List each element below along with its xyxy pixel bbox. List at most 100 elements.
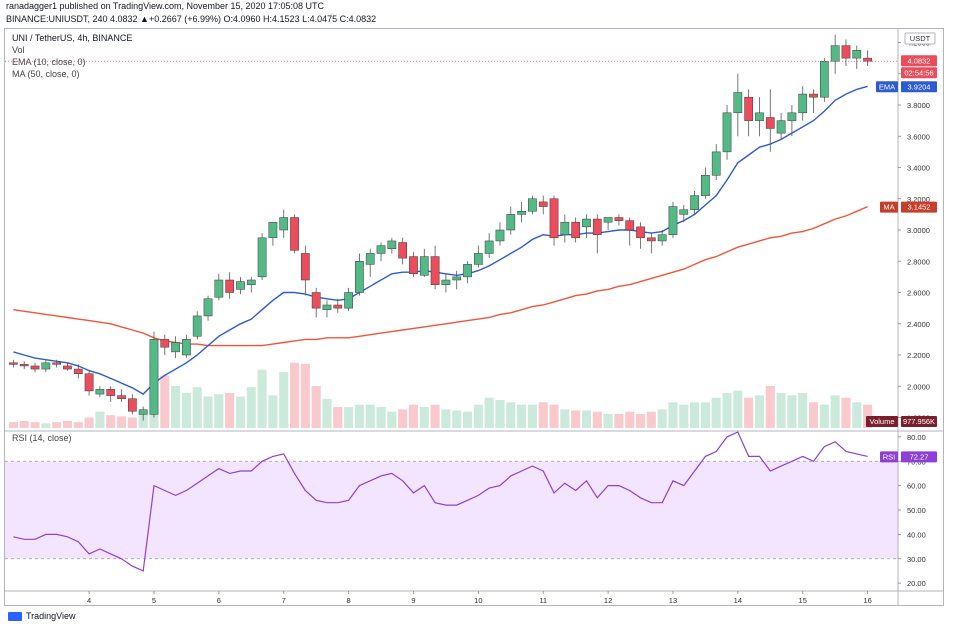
volume-bar bbox=[106, 415, 116, 428]
candle-body bbox=[376, 245, 386, 254]
candle-body bbox=[560, 221, 570, 235]
time-tick-label: 9 bbox=[411, 596, 415, 605]
volume-bar bbox=[538, 402, 548, 428]
candle-body bbox=[592, 218, 602, 235]
candle-body bbox=[841, 45, 851, 59]
volume-bar bbox=[95, 411, 105, 428]
rsi-tick-label: 40.00 bbox=[907, 530, 926, 539]
candle-body bbox=[441, 279, 451, 285]
candle-body bbox=[149, 339, 159, 415]
candle-body bbox=[690, 195, 699, 210]
volume-label-badge: Volume bbox=[869, 417, 894, 426]
candle-body bbox=[722, 112, 732, 153]
price-tick-label: 2.0000 bbox=[907, 382, 930, 391]
candle-body bbox=[830, 45, 840, 62]
candle-body bbox=[279, 217, 289, 231]
volume-bar bbox=[160, 375, 170, 428]
volume-bar bbox=[322, 398, 332, 428]
volume-bar bbox=[625, 411, 635, 428]
volume-bar bbox=[41, 423, 51, 428]
volume-bar bbox=[235, 396, 246, 428]
candle-body bbox=[484, 240, 494, 254]
candle-body bbox=[214, 279, 224, 298]
volume-bar bbox=[203, 396, 213, 428]
time-tick-label: 7 bbox=[282, 596, 286, 605]
volume-bar bbox=[560, 409, 570, 428]
price-tick-label: 3.0000 bbox=[907, 226, 930, 235]
volume-bar bbox=[84, 417, 94, 428]
volume-bar bbox=[830, 395, 840, 428]
candle-body bbox=[430, 256, 440, 285]
countdown-badge: 02:54:56 bbox=[904, 68, 933, 77]
candle-body bbox=[387, 240, 397, 249]
symbol-legend: UNI / TetherUS, 4h, BINANCE bbox=[12, 33, 133, 43]
countdown-badge-bg bbox=[901, 67, 937, 79]
candle-body bbox=[603, 217, 613, 223]
volume-bar bbox=[462, 411, 473, 428]
candle-body bbox=[636, 226, 645, 239]
rsi-value-badge-bg bbox=[901, 451, 937, 463]
candle-body bbox=[84, 373, 94, 392]
price-badge: 4.0832 bbox=[908, 56, 931, 65]
candle-body bbox=[506, 214, 516, 231]
candle-body bbox=[19, 364, 29, 367]
time-tick-label: 12 bbox=[604, 596, 612, 605]
time-tick-label: 6 bbox=[217, 596, 221, 605]
candle-body bbox=[701, 175, 710, 196]
footer: TradingView bbox=[8, 611, 76, 621]
volume-bar bbox=[73, 422, 83, 428]
price-tick-label: 2.4000 bbox=[907, 320, 930, 329]
candle-body bbox=[419, 256, 429, 276]
volume-bar bbox=[722, 393, 732, 428]
volume-bar bbox=[19, 421, 29, 428]
volume-bar bbox=[549, 404, 559, 428]
candle-body bbox=[744, 96, 754, 121]
volume-bar bbox=[581, 410, 592, 428]
candle-body bbox=[809, 93, 818, 98]
volume-bar bbox=[798, 393, 808, 428]
time-tick-label: 10 bbox=[474, 596, 482, 605]
volume-bar bbox=[495, 400, 505, 428]
candle-body bbox=[365, 253, 375, 265]
volume-bar bbox=[668, 402, 678, 428]
ema10-line bbox=[13, 85, 868, 395]
currency-badge-bg bbox=[904, 32, 936, 45]
price-badge-bg bbox=[901, 55, 937, 67]
volume-bar bbox=[484, 397, 494, 428]
candle-body bbox=[679, 209, 689, 215]
candle-body bbox=[9, 362, 18, 365]
candle-body bbox=[409, 256, 418, 274]
rsi-band bbox=[5, 461, 898, 559]
volume-bar bbox=[776, 393, 786, 428]
rsi-tick-label: 30.00 bbox=[907, 555, 926, 564]
volume-bar bbox=[819, 404, 829, 428]
volume-bar bbox=[365, 404, 375, 428]
candle-body bbox=[711, 151, 721, 176]
volume-bar bbox=[408, 404, 419, 428]
candle-body bbox=[344, 292, 353, 309]
candle-body bbox=[549, 198, 559, 239]
time-tick-label: 4 bbox=[87, 596, 91, 605]
time-tick-label: 11 bbox=[539, 596, 547, 605]
volume-bar bbox=[452, 410, 462, 428]
volume-bar bbox=[690, 402, 700, 428]
candle-body bbox=[192, 315, 202, 337]
publisher-line: ranadagger1 published on TradingView.com… bbox=[6, 1, 325, 11]
candle-body bbox=[127, 398, 137, 412]
candle-body bbox=[117, 395, 126, 399]
ema-legend: EMA (10, close, 0) bbox=[12, 57, 86, 67]
volume-bar bbox=[181, 393, 191, 428]
rsi-tick-label: 50.00 bbox=[907, 506, 926, 515]
volume-bar bbox=[603, 414, 613, 428]
candle-body bbox=[765, 117, 775, 129]
candle-body bbox=[571, 221, 581, 239]
volume-bar bbox=[279, 372, 289, 428]
volume-bar bbox=[289, 362, 300, 428]
volume-bar bbox=[62, 421, 73, 428]
volume-bar bbox=[765, 386, 775, 428]
candle-body bbox=[398, 242, 408, 259]
time-tick-label: 15 bbox=[799, 596, 807, 605]
candle-body bbox=[646, 237, 656, 242]
volume-bar bbox=[387, 411, 397, 428]
